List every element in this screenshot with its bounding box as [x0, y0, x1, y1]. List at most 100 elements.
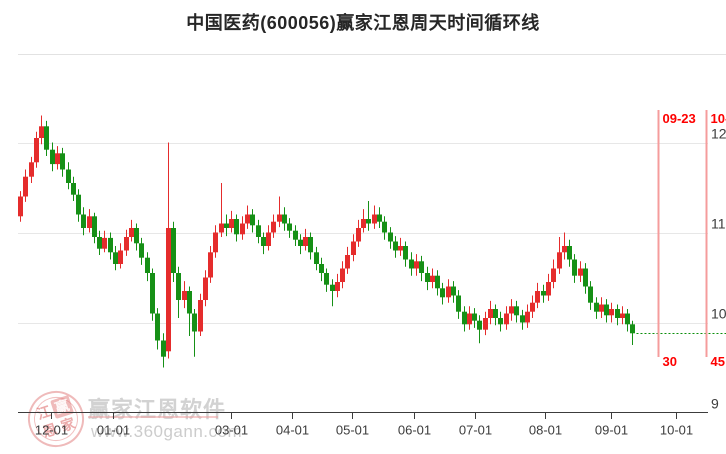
candle-body — [324, 273, 329, 285]
candle-body — [224, 224, 229, 229]
candle-body — [472, 314, 477, 321]
candle-body — [97, 237, 102, 249]
x-axis-tick-label: 09-01 — [595, 423, 628, 438]
candle-body — [71, 183, 76, 195]
candle-body — [440, 288, 445, 297]
candle-body — [203, 278, 208, 301]
candle-body — [403, 246, 408, 260]
candle-body — [594, 303, 599, 312]
candle-body — [319, 264, 324, 273]
candle-body — [414, 261, 419, 268]
candle-body — [108, 238, 113, 252]
candle-body — [192, 314, 197, 332]
candle-body — [483, 318, 488, 330]
candle-body — [393, 242, 398, 251]
candle-body — [562, 246, 567, 252]
candle-body — [293, 231, 298, 240]
candle-body — [245, 215, 250, 224]
candle-body — [398, 246, 403, 251]
candle-body — [330, 285, 335, 291]
candle-body — [477, 321, 482, 330]
x-axis-tick-label: 12-01 — [35, 423, 68, 438]
candle-body — [150, 273, 155, 314]
gann-cycle-count-label: 45 — [711, 354, 725, 369]
candle-body — [50, 150, 55, 164]
candle-body — [129, 228, 134, 237]
candle-body — [630, 324, 635, 333]
candle-body — [335, 282, 340, 291]
x-axis-tick-label: 05-01 — [336, 423, 369, 438]
candle-body — [39, 126, 44, 138]
candle-body — [419, 261, 424, 273]
candle-body — [44, 126, 49, 149]
candle-body — [176, 273, 181, 300]
candle-body — [282, 215, 287, 224]
candle-body — [451, 287, 456, 296]
candle-body — [509, 306, 514, 313]
candle-body — [615, 309, 620, 318]
candle-body — [256, 225, 261, 237]
gann-cycle-date-label: 09-23 — [663, 111, 696, 126]
candle-body — [446, 287, 451, 298]
candle-body — [372, 215, 377, 224]
candle-body — [498, 318, 503, 324]
candle-body — [557, 252, 562, 268]
candle-body — [76, 195, 81, 215]
candle-body — [356, 228, 361, 242]
candle-body — [504, 314, 509, 325]
candle-body — [113, 252, 118, 264]
candle-body — [425, 273, 430, 282]
candle-body — [388, 233, 393, 242]
candle-body — [514, 306, 519, 315]
candle-body — [567, 246, 572, 260]
candle-body — [430, 276, 435, 282]
candle-body — [572, 260, 577, 276]
x-axis-tick-label: 04-01 — [276, 423, 309, 438]
x-axis-tick-label: 06-01 — [398, 423, 431, 438]
candle-body — [266, 233, 271, 247]
x-axis-tick-label: 03-01 — [215, 423, 248, 438]
candle-body — [102, 238, 107, 249]
candle-body — [124, 237, 129, 251]
candle-body — [118, 251, 123, 265]
candle-body — [382, 222, 387, 233]
y-axis-tick-label: 10 — [711, 306, 726, 322]
candle-body — [467, 314, 472, 325]
candle-body — [55, 153, 60, 164]
candle-body — [287, 224, 292, 231]
candle-body — [208, 252, 213, 277]
candle-body — [261, 237, 266, 246]
candle-body — [351, 242, 356, 256]
candle-body — [303, 237, 308, 246]
candle-body — [604, 305, 609, 316]
candle-body — [87, 216, 92, 228]
candle-body — [240, 224, 245, 235]
candle-body — [530, 303, 535, 312]
candle-body — [525, 312, 530, 323]
candle-body — [171, 228, 176, 273]
candle-body — [520, 315, 525, 322]
candle-body — [182, 291, 187, 300]
x-axis-tick-label: 08-01 — [529, 423, 562, 438]
candle-body — [187, 291, 192, 314]
y-axis-tick-label: 9 — [711, 396, 719, 412]
candle-body — [435, 276, 440, 289]
x-axis-tick-label: 10-01 — [660, 423, 693, 438]
candle-body — [578, 269, 583, 276]
candle-body — [277, 215, 282, 222]
x-axis-tick-label: 01-01 — [97, 423, 130, 438]
y-axis-tick-label: 11 — [711, 216, 726, 232]
candle-body — [588, 287, 593, 303]
candle-body — [340, 269, 345, 283]
candle-body — [609, 309, 614, 315]
candle-body — [155, 314, 160, 341]
candle-body — [551, 269, 556, 283]
candle-body — [234, 219, 239, 234]
candle-body — [409, 260, 414, 269]
candle-body — [366, 219, 371, 224]
candle-body — [92, 216, 97, 237]
candle-body — [361, 219, 366, 228]
candle-body — [60, 153, 65, 169]
candle-body — [488, 309, 493, 318]
gann-cycle-count-label: 30 — [663, 354, 677, 369]
